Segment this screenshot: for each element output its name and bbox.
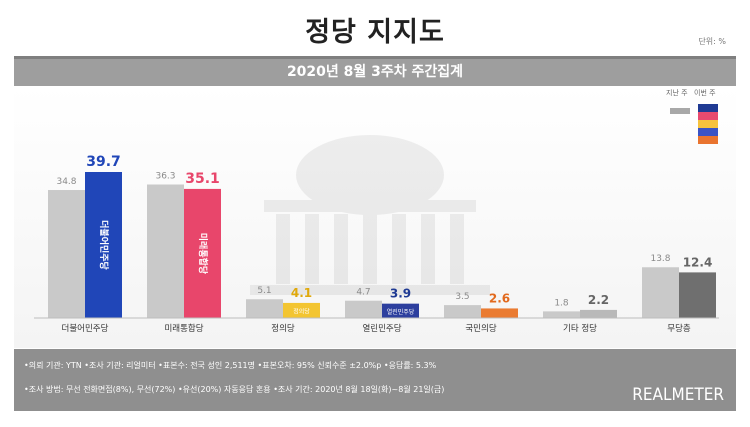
bar-curr-4 [481, 308, 518, 318]
value-label-prev-6: 13.8 [650, 254, 670, 264]
bar-curr-1 [184, 188, 221, 318]
unit-label: 단위: % [698, 37, 726, 46]
bar-prev-6 [642, 267, 679, 318]
value-label-curr-1: 35.1 [185, 171, 220, 187]
value-label-prev-2: 5.1 [257, 286, 271, 296]
category-label-5: 기타 정당 [563, 323, 597, 334]
chart-title: 정당 지지도 [305, 17, 445, 48]
footnote-line-1: •의뢰 기관: YTN •조사 기관: 리얼미터 •표본수: 전국 성인 2,5… [24, 361, 437, 370]
footer-notes: •의뢰 기관: YTN •조사 기관: 리얼미터 •표본수: 전국 성인 2,5… [14, 349, 736, 411]
legend-curr-swatch [698, 104, 718, 144]
value-label-curr-3: 3.9 [390, 287, 411, 301]
bar-curr-0 [85, 172, 122, 318]
category-label-1: 미래통합당 [164, 323, 203, 334]
value-label-prev-4: 3.5 [455, 292, 469, 302]
party-logo-1: 미래통합당 [197, 233, 209, 275]
bar-curr-2 [283, 302, 320, 318]
party-logo-3: 열린민주당 [387, 308, 415, 316]
value-label-prev-5: 1.8 [554, 298, 569, 308]
value-label-curr-5: 2.2 [588, 293, 609, 307]
bar-prev-2 [246, 299, 283, 318]
legend-curr-label: 이번 주 [694, 89, 716, 97]
bar-prev-1 [147, 184, 184, 318]
bar-curr-5 [580, 309, 617, 318]
bar-curr-3 [382, 303, 419, 318]
bar-prev-5 [543, 311, 580, 318]
value-label-curr-2: 4.1 [291, 286, 312, 300]
category-label-4: 국민의당 [465, 323, 496, 334]
category-label-3: 열린민주당 [362, 323, 401, 334]
subtitle-text: 2020년 8월 3주차 주간집계 [286, 64, 464, 80]
bar-prev-0 [48, 190, 85, 318]
bar-curr-6 [679, 272, 716, 318]
value-label-curr-6: 12.4 [683, 255, 713, 269]
bar-prev-3 [345, 300, 382, 318]
value-label-curr-0: 39.7 [86, 154, 121, 170]
party-logo-2: 정의당 [293, 307, 310, 315]
background-building-icon [250, 135, 490, 295]
category-label-6: 무당층 [667, 323, 691, 334]
legend-prev-swatch [670, 108, 690, 114]
footnote-line-2: •조사 방법: 무선 전화면접(8%), 무선(72%) •유선(20%) 자동… [24, 385, 445, 394]
chart-frame: 정당 지지도 단위: % 2020년 8월 3주차 주간집계 34.8 39.7 더… [14, 0, 736, 427]
brand-logo: REALMETER [632, 385, 724, 405]
category-label-2: 정의당 [271, 323, 295, 334]
legend-prev-label: 지난 주 [666, 89, 688, 97]
value-label-prev-0: 34.8 [56, 177, 76, 187]
bar-prev-4 [444, 305, 481, 318]
category-label-0: 더불어민주당 [62, 323, 109, 334]
party-logo-0: 더불어민주당 [98, 220, 110, 270]
value-label-curr-4: 2.6 [489, 291, 510, 305]
value-label-prev-1: 36.3 [155, 172, 175, 182]
value-label-prev-3: 4.7 [356, 288, 370, 298]
subtitle-banner: 2020년 8월 3주차 주간집계 [14, 56, 736, 86]
